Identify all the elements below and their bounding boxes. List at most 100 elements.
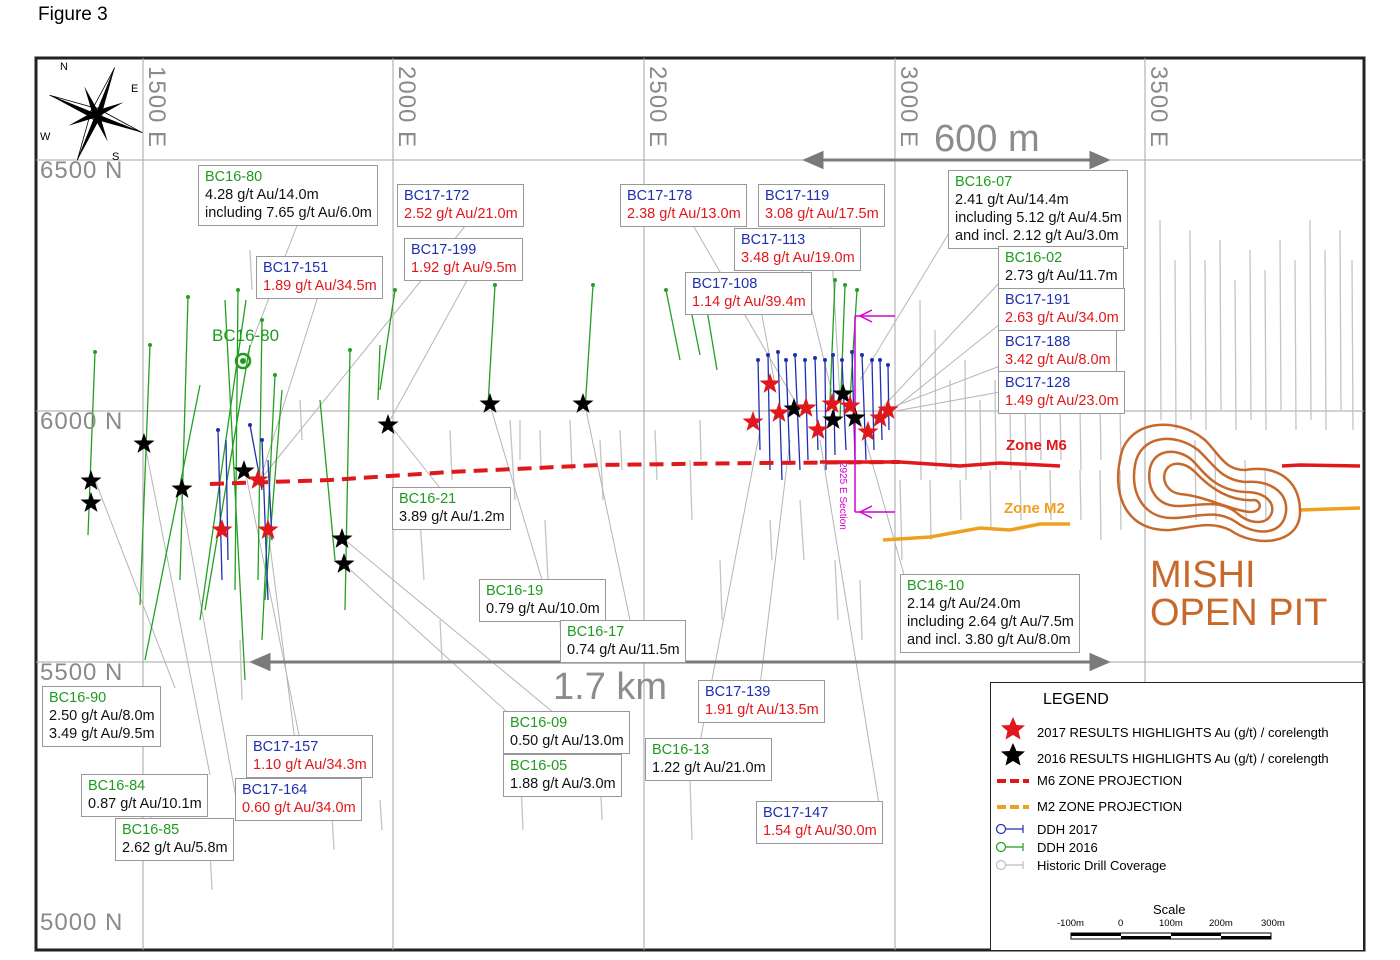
legend-symbols xyxy=(995,717,1272,940)
callout-hole-id: BC17-119 xyxy=(765,188,830,204)
callout-result-line: 4.28 g/t Au/14.0m xyxy=(205,187,319,203)
section-2925e-label: 2925 E Section xyxy=(837,462,848,530)
callout-result-line: 0.74 g/t Au/11.5m xyxy=(567,642,680,658)
easting-label-2000: 2000 E xyxy=(393,66,420,149)
result-star-2017 xyxy=(211,519,233,539)
callout-hole-id: BC17-172 xyxy=(404,188,470,204)
callout-hole-id: BC16-80 xyxy=(205,169,263,185)
result-star-2017 xyxy=(742,411,764,431)
callout-bc17-172: BC17-172 2.52 g/t Au/21.0m xyxy=(397,184,524,227)
result-star-2016 xyxy=(331,528,353,548)
distance-label-600m: 600 m xyxy=(934,118,1040,160)
callout-hole-id: BC16-21 xyxy=(399,491,457,507)
callout-result-line: 0.60 g/t Au/34.0m xyxy=(242,800,356,816)
easting-label-2500: 2500 E xyxy=(644,66,671,149)
result-star-2017 xyxy=(257,519,279,539)
callout-result-line: 0.50 g/t Au/13.0m xyxy=(510,733,624,749)
figure-title: Figure 3 xyxy=(38,4,108,25)
northing-label-6000: 6000 N xyxy=(40,408,124,435)
callout-bc16-07: BC16-07 2.41 g/t Au/14.4m including 5.12 g… xyxy=(948,170,1128,249)
scale-bar xyxy=(1070,932,1272,940)
result-star-2016 xyxy=(133,433,155,453)
callout-bc17-108: BC17-108 1.14 g/t Au/39.4m xyxy=(685,272,812,315)
callout-result-line: 1.22 g/t Au/21.0m xyxy=(652,760,766,776)
result-star-2017 xyxy=(877,399,899,419)
result-star-2016 xyxy=(844,407,866,427)
callout-result-line: 1.92 g/t Au/9.5m xyxy=(411,260,517,276)
callout-bc16-85: BC16-85 2.62 g/t Au/5.8m xyxy=(115,818,234,861)
mishi-open-pit xyxy=(1116,423,1302,543)
legend-title: LEGEND xyxy=(1043,691,1109,708)
callout-bc16-10: BC16-10 2.14 g/t Au/24.0m including 2.64 g… xyxy=(900,574,1080,653)
m2-zone-trace xyxy=(882,506,1361,542)
callout-result-line: 2.50 g/t Au/8.0m xyxy=(49,708,155,724)
callout-result-line: 1.88 g/t Au/3.0m xyxy=(510,776,616,792)
historic-drill-coverage xyxy=(149,219,1354,891)
callout-hole-id: BC16-90 xyxy=(49,690,107,706)
callout-result-line: 2.73 g/t Au/11.7m xyxy=(1005,268,1118,284)
result-star-2017 xyxy=(247,469,269,489)
legend-item-ddh2016: DDH 2016 xyxy=(1037,840,1098,855)
callout-result-line: 0.87 g/t Au/10.1m xyxy=(88,796,202,812)
compass-w: W xyxy=(40,131,51,143)
callout-result-line: 3.48 g/t Au/19.0m xyxy=(741,250,855,266)
callout-result-line: 2.63 g/t Au/34.0m xyxy=(1005,310,1119,326)
callout-hole-id: BC16-07 xyxy=(955,174,1013,190)
callout-bc16-84: BC16-84 0.87 g/t Au/10.1m xyxy=(81,774,208,817)
callout-hole-id: BC16-84 xyxy=(88,778,146,794)
callout-hole-id: BC17-139 xyxy=(705,684,771,700)
result-star-2017 xyxy=(795,397,817,417)
legend-red-star-icon xyxy=(1001,717,1025,740)
callout-bc16-21: BC16-21 3.89 g/t Au/1.2m xyxy=(392,487,511,530)
scale-tick-100: 100m xyxy=(1159,918,1183,929)
legend-item-2016-results: 2016 RESULTS HIGHLIGHTS Au (g/t) / corel… xyxy=(1037,751,1329,766)
callout-bc17-147: BC17-147 1.54 g/t Au/30.0m xyxy=(756,801,883,844)
callout-result-line: 0.79 g/t Au/10.0m xyxy=(486,601,600,617)
callout-hole-id: BC16-05 xyxy=(510,758,568,774)
callout-hole-id: BC16-09 xyxy=(510,715,568,731)
distance-arrow-top xyxy=(802,150,1111,170)
callout-result-line: 2.41 g/t Au/14.4m xyxy=(955,192,1069,208)
result-star-2016 xyxy=(333,553,355,573)
distance-label-1-7km: 1.7 km xyxy=(553,666,668,708)
legend-item-ddh2017: DDH 2017 xyxy=(1037,822,1098,837)
callout-hole-id: BC17-188 xyxy=(1005,334,1071,350)
result-star-2016 xyxy=(572,393,594,413)
result-star-2017 xyxy=(839,395,861,415)
legend-item-m2: M2 ZONE PROJECTION xyxy=(1037,799,1183,814)
easting-label-1500: 1500 E xyxy=(143,66,170,149)
callout-bc17-188: BC17-188 3.42 g/t Au/8.0m xyxy=(998,330,1117,373)
result-star-2016 xyxy=(479,393,501,413)
scale-tick-200: 200m xyxy=(1209,918,1233,929)
result-star-2017 xyxy=(821,393,843,413)
callout-hole-id: BC16-19 xyxy=(486,583,544,599)
callout-result-line: 3.42 g/t Au/8.0m xyxy=(1005,352,1111,368)
callout-hole-id: BC17-113 xyxy=(741,232,806,248)
callout-bc17-191: BC17-191 2.63 g/t Au/34.0m xyxy=(998,288,1125,331)
legend-item-historic: Historic Drill Coverage xyxy=(1037,858,1167,873)
callout-hole-id: BC17-147 xyxy=(763,805,829,821)
legend-ddh2016-icon xyxy=(995,841,1024,853)
callout-bc16-17: BC16-17 0.74 g/t Au/11.5m xyxy=(560,620,686,663)
compass-n: N xyxy=(60,61,68,73)
callout-result-line: and incl. 2.12 g/t Au/3.0m xyxy=(955,228,1119,244)
result-star-2016 xyxy=(822,409,844,429)
result-star-2017 xyxy=(869,407,891,427)
northing-label-5000: 5000 N xyxy=(40,909,124,936)
callout-result-line: 3.08 g/t Au/17.5m xyxy=(765,206,879,222)
callout-result-line: 2.14 g/t Au/24.0m xyxy=(907,596,1021,612)
zone-m2-label: Zone M2 xyxy=(1004,500,1065,517)
callout-result-line: 2.38 g/t Au/13.0m xyxy=(627,206,741,222)
callout-bc17-157: BC17-157 1.10 g/t Au/34.3m xyxy=(246,735,373,778)
result-star-2016 xyxy=(80,492,102,512)
callout-hole-id: BC16-13 xyxy=(652,742,710,758)
pit-label-line2: OPEN PIT xyxy=(1150,592,1328,634)
callout-bc16-05: BC16-05 1.88 g/t Au/3.0m xyxy=(503,754,622,797)
scale-tick-300: 300m xyxy=(1261,918,1285,929)
legend: LEGEND 2017 RESULTS HIGHLIGHTS Au (g/t) … xyxy=(990,682,1364,951)
result-stars xyxy=(80,373,899,573)
callout-hole-id: BC17-108 xyxy=(692,276,758,292)
callout-result-line: including 7.65 g/t Au/6.0m xyxy=(205,205,372,221)
callout-bc17-128: BC17-128 1.49 g/t Au/23.0m xyxy=(998,371,1125,414)
callout-hole-id: BC17-151 xyxy=(263,260,329,276)
